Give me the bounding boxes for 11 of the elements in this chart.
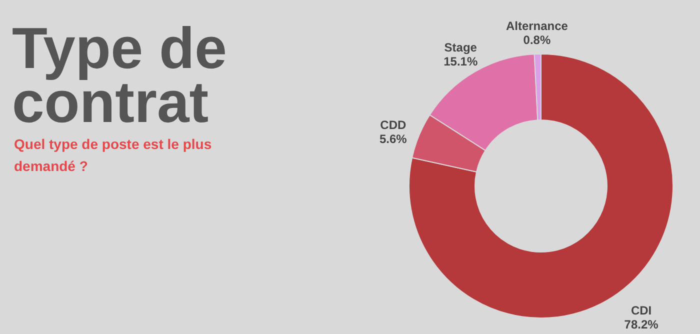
slice-label: CDD [380, 118, 406, 132]
chart-title: Type de contrat [12, 16, 227, 135]
slice-label: CDI [630, 304, 652, 318]
slice-label: Alternance [506, 19, 568, 34]
data-label: 5.6% [379, 132, 408, 146]
donut-slice [408, 54, 674, 318]
data-label: 0.8% [523, 33, 551, 48]
data-label: 15.1% [444, 54, 478, 69]
text: Quel type de poste est le plus demandé ? [14, 136, 212, 174]
slice-label: Stage [444, 40, 478, 55]
data-label: 78.2% [624, 318, 659, 332]
